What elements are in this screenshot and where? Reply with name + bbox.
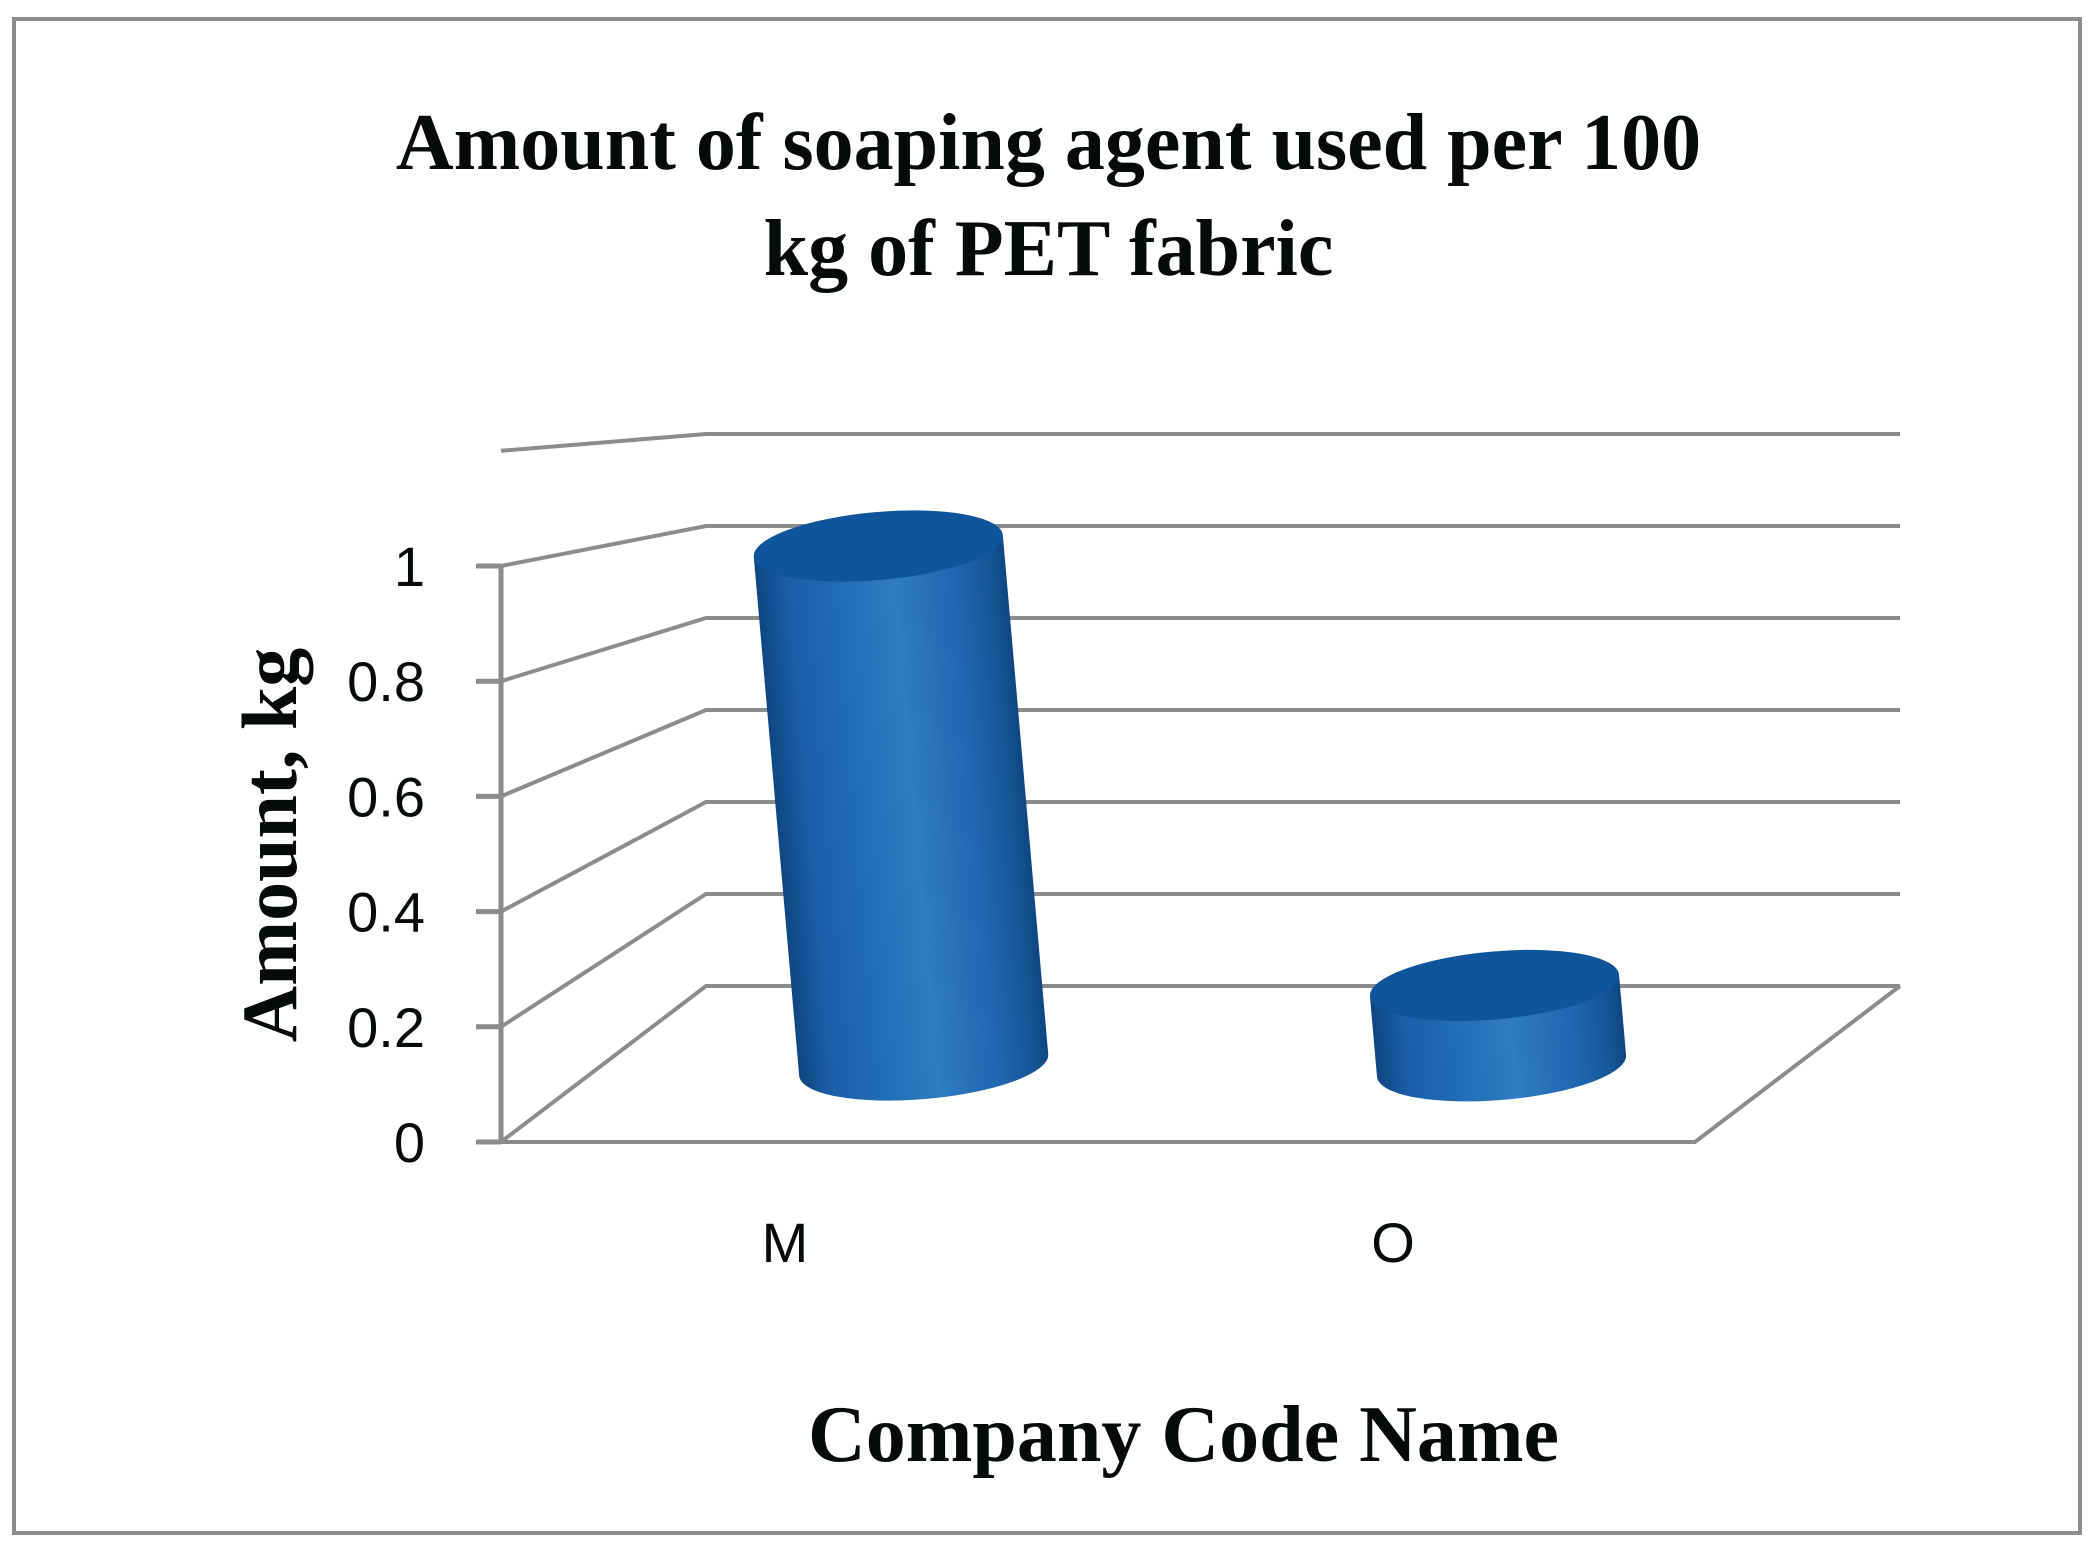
y-tick-label: 0.8 bbox=[347, 650, 425, 713]
gridline bbox=[500, 800, 1900, 914]
gridlines bbox=[499, 432, 1902, 1144]
y-tick-label: 0.6 bbox=[347, 765, 425, 828]
y-tick-label: 1 bbox=[394, 535, 425, 598]
gridline bbox=[500, 432, 1900, 453]
bars bbox=[753, 510, 1627, 1102]
y-tick-label: 0.4 bbox=[347, 881, 425, 944]
y-axis bbox=[476, 563, 504, 1145]
floor-edge bbox=[501, 984, 1902, 1144]
x-axis-title: Company Code Name bbox=[807, 1391, 1560, 1479]
gridline bbox=[500, 616, 1900, 684]
chart-title-line-2: kg of PET fabric bbox=[763, 205, 1334, 293]
chart-title: Amount of soaping agent used per 100 kg … bbox=[0, 90, 2097, 302]
gridline bbox=[499, 892, 1900, 1029]
gridline bbox=[500, 708, 1900, 799]
chart-title-line-1: Amount of soaping agent used per 100 bbox=[395, 99, 1702, 187]
y-tick-label: 0.2 bbox=[347, 996, 425, 1059]
gridline bbox=[500, 524, 1900, 568]
y-tick-label: 0 bbox=[394, 1111, 425, 1174]
x-category-label: M bbox=[762, 1211, 809, 1274]
y-axis-tick-labels: 0 0.2 0.4 0.6 0.8 1 bbox=[347, 535, 425, 1174]
x-category-label: O bbox=[1371, 1211, 1415, 1274]
bar-M bbox=[753, 510, 1049, 1101]
chart-frame bbox=[12, 17, 2082, 1535]
gridline bbox=[499, 984, 1900, 1144]
bar-O bbox=[1369, 949, 1627, 1102]
